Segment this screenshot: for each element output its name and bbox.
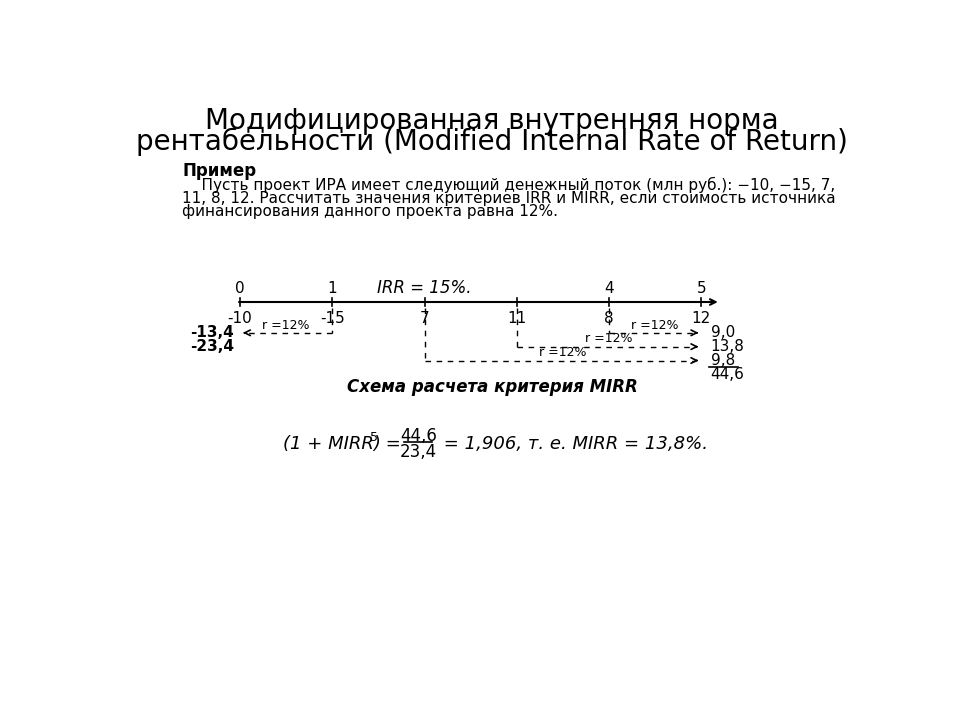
Text: Пусть проект ИРА имеет следующий денежный поток (млн руб.): −10, −15, 7,: Пусть проект ИРА имеет следующий денежны…: [182, 177, 835, 193]
Text: = 1,906, т. е. MIRR = 13,8%.: = 1,906, т. е. MIRR = 13,8%.: [438, 436, 708, 454]
Text: r =12%: r =12%: [586, 333, 633, 346]
Text: 11, 8, 12. Рассчитать значения критериев IRR и MIRR, если стоимость источника: 11, 8, 12. Рассчитать значения критериев…: [182, 191, 835, 205]
Text: Пример: Пример: [182, 162, 256, 180]
Text: -15: -15: [320, 312, 345, 326]
Text: 44,6: 44,6: [400, 427, 437, 445]
Text: 12: 12: [691, 312, 710, 326]
Text: 23,4: 23,4: [399, 443, 437, 461]
Text: 4: 4: [604, 281, 613, 296]
Text: 13,8: 13,8: [710, 339, 744, 354]
Text: 5: 5: [371, 431, 378, 444]
Text: 9,8: 9,8: [710, 353, 734, 368]
Text: 0: 0: [235, 281, 245, 296]
Text: Схема расчета критерия MIRR: Схема расчета критерия MIRR: [347, 378, 637, 396]
Text: (1 + MIRR): (1 + MIRR): [283, 436, 380, 454]
Text: 8: 8: [604, 312, 613, 326]
Text: Модифицированная внутренняя норма: Модифицированная внутренняя норма: [205, 107, 779, 135]
Text: 5: 5: [696, 281, 706, 296]
Text: =: =: [379, 436, 400, 454]
Text: r =12%: r =12%: [262, 318, 310, 332]
Text: финансирования данного проекта равна 12%.: финансирования данного проекта равна 12%…: [182, 204, 558, 219]
Text: r =12%: r =12%: [540, 346, 587, 359]
Text: -10: -10: [228, 312, 252, 326]
Text: 44,6: 44,6: [710, 367, 744, 382]
Text: 1: 1: [327, 281, 337, 296]
Text: -23,4: -23,4: [190, 339, 234, 354]
Text: рентабельности (Modified Internal Rate of Return): рентабельности (Modified Internal Rate o…: [136, 127, 848, 156]
Text: 7: 7: [420, 312, 429, 326]
Text: -13,4: -13,4: [190, 325, 234, 341]
Text: r =12%: r =12%: [632, 318, 679, 332]
Text: IRR = 15%.: IRR = 15%.: [377, 279, 471, 297]
Text: 9,0: 9,0: [710, 325, 734, 341]
Text: 11: 11: [507, 312, 526, 326]
